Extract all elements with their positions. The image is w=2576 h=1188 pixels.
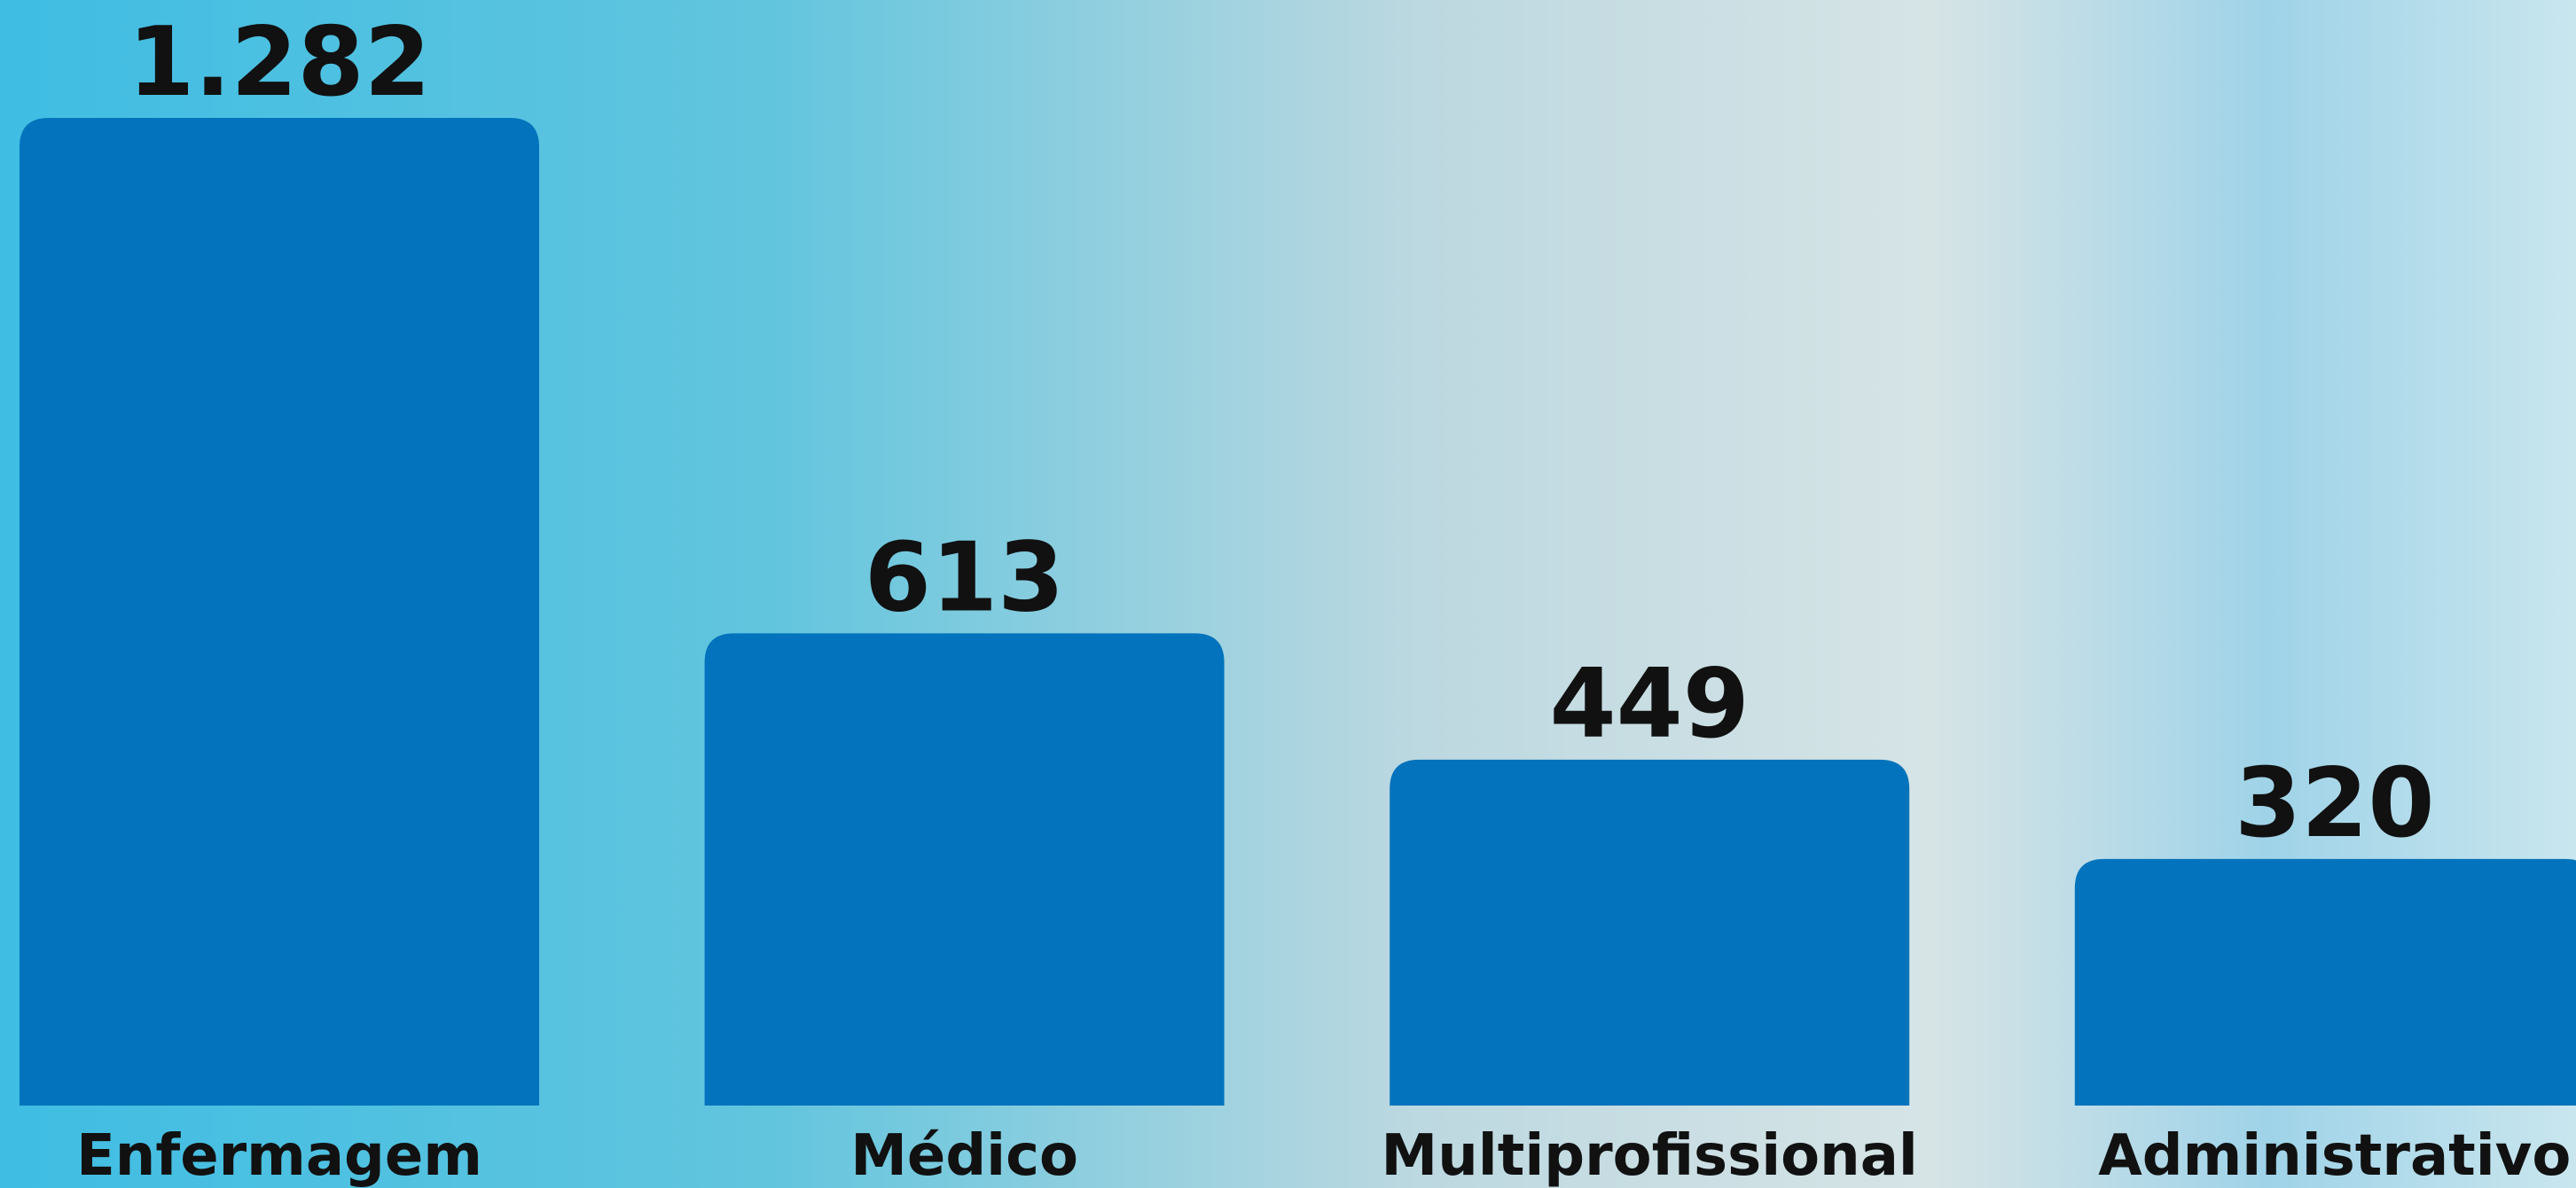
category-label: Administrativo — [2098, 1123, 2571, 1188]
value-label: 613 — [865, 522, 1064, 633]
bar — [2074, 858, 2576, 1106]
value-label: 320 — [2235, 748, 2434, 859]
bar — [704, 633, 1225, 1106]
bar — [1390, 759, 1910, 1106]
bar — [20, 118, 539, 1106]
category-label: Multiprofissional — [1382, 1123, 1918, 1188]
category-label: Médico — [850, 1123, 1078, 1188]
value-label: 1.282 — [128, 7, 431, 118]
value-label: 449 — [1549, 649, 1749, 760]
category-label: Enfermagem — [76, 1123, 482, 1188]
